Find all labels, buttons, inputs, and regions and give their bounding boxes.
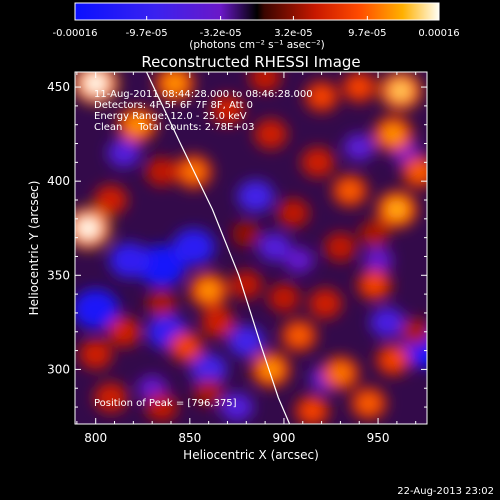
y-tick-label: 450 [47, 80, 70, 94]
heatmap-hot-region [359, 220, 390, 248]
y-tick-label: 400 [47, 174, 70, 188]
heatmap-layer [75, 72, 427, 424]
heatmap-hot-region [201, 307, 235, 338]
colorbar-tick-label: -9.7e-05 [126, 28, 168, 39]
heatmap-hot-region [324, 232, 357, 262]
colorbar: -0.00016 -9.7e-05 -3.2e-05 3.2e-05 9.7e-05 0.… [53, 2, 460, 51]
x-tick-label: 800 [84, 431, 107, 445]
heatmap-hot-region [268, 283, 300, 313]
heatmap-hot-core [164, 74, 185, 93]
colorbar-tick-label: 9.7e-05 [348, 28, 386, 39]
heatmap-hot-core [390, 81, 412, 101]
x-tick-label: 900 [272, 431, 295, 445]
y-tick-label: 300 [47, 362, 70, 376]
heatmap-cold-region [172, 228, 215, 266]
colorbar-tick-label: -0.00016 [53, 28, 98, 39]
heatmap-hot-core [365, 276, 383, 293]
heatmap-hot-region [232, 220, 261, 247]
colorbar-tick-label: 0.00016 [418, 28, 459, 39]
heatmap-hot-region [210, 94, 245, 125]
annotation-detectors: Detectors: 4F 5F 6F 7F 8F, Att 0 [94, 100, 253, 111]
heatmap-hot-core [410, 163, 427, 180]
heatmap-cold-region [109, 242, 150, 278]
heatmap-hot-core [359, 395, 378, 412]
annotation-block: 11-Aug-2011 08:44:28.000 to 08:46:28.000… [94, 89, 313, 133]
heatmap-hot-region [94, 184, 128, 216]
heatmap-hot-region [145, 157, 178, 187]
annotation-energy-range: Energy Range: 12.0 - 25.0 keV [94, 111, 247, 122]
heatmap-hot-region [230, 270, 263, 300]
y-axis-label: Heliocentric Y (arcsec) [27, 181, 41, 316]
heatmap-hot-core [350, 79, 368, 95]
heatmap-cold-region [370, 307, 405, 338]
heatmap-hot-core [198, 281, 219, 300]
heatmap-hot-region [400, 318, 427, 346]
heatmap-hot-region [308, 288, 342, 319]
x-axis-label: Heliocentric X (arcsec) [183, 448, 319, 462]
heatmap-hot-core [330, 364, 350, 382]
chart-title: Reconstructed RHESSI Image [141, 53, 360, 71]
y-tick-label: 350 [47, 268, 70, 282]
heatmap-hot-core [177, 338, 195, 355]
heatmap-hot-core [340, 182, 359, 199]
heatmap-hot-region [249, 72, 281, 92]
footer-timestamp: 22-Aug-2013 23:02 [397, 486, 494, 497]
heatmap-cold-region [258, 232, 292, 262]
heatmap-hot-core [386, 200, 408, 219]
heatmap-cold-region [284, 247, 314, 273]
annotation-clean-counts: Clean Total counts: 2.78E+03 [94, 122, 254, 133]
heatmap-hot-region [107, 316, 141, 347]
plot-area: 800 850 900 950 300 350 400 450 [47, 71, 428, 445]
heatmap-cold-region [137, 244, 186, 287]
heatmap-hot-core [384, 352, 402, 368]
heatmap-hot-region [277, 198, 310, 228]
heatmap-hot-region [94, 382, 128, 413]
solar-limb-line [145, 72, 291, 424]
heatmap-cold-region [75, 289, 119, 330]
heatmap-hot-core [303, 402, 321, 419]
heatmap-cold-region [343, 133, 375, 161]
heatmap-hot-region [254, 119, 288, 150]
annotation-time-range: 11-Aug-2011 08:44:28.000 to 08:46:28.000 [94, 89, 313, 100]
heatmap-hot-core [76, 217, 100, 239]
heatmap-hot-core [289, 327, 309, 344]
heatmap-hot-core [383, 125, 403, 144]
heatmap-hot-core [260, 360, 281, 379]
x-tick-label: 950 [367, 431, 390, 445]
heatmap-hot-region [145, 392, 178, 422]
heatmap-cold-region [237, 180, 275, 213]
heatmap-hot-region [301, 147, 335, 178]
heatmap-cold-region [363, 247, 393, 273]
heatmap-cold-region [227, 325, 265, 358]
x-tick-label: 850 [178, 431, 201, 445]
colorbar-units-label: (photons cm⁻² s⁻¹ asec⁻²) [189, 39, 324, 51]
heatmap-hot-region [79, 339, 113, 370]
colorbar-ticks: -0.00016 -9.7e-05 -3.2e-05 3.2e-05 9.7e-05 0.… [53, 16, 460, 39]
colorbar-tick-label: 3.2e-05 [274, 28, 312, 39]
peak-position-label: Position of Peak = [796,375] [94, 398, 237, 409]
heatmap-hot-region [193, 378, 224, 406]
heatmap-cold-region [190, 353, 228, 386]
heatmap-hot-core [312, 88, 331, 105]
colorbar-tick-label: -3.2e-05 [200, 28, 242, 39]
heatmap-hot-region [146, 289, 177, 318]
axis-ticks: 800 850 900 950 300 350 400 450 [47, 72, 427, 445]
heatmap-hot-core [127, 115, 147, 134]
heatmap-hot-core [84, 72, 108, 94]
heatmap-cold-region [220, 392, 254, 422]
plot-frame [74, 71, 428, 425]
heatmap-cold-region [107, 138, 141, 168]
colorbar-gradient [74, 2, 440, 21]
